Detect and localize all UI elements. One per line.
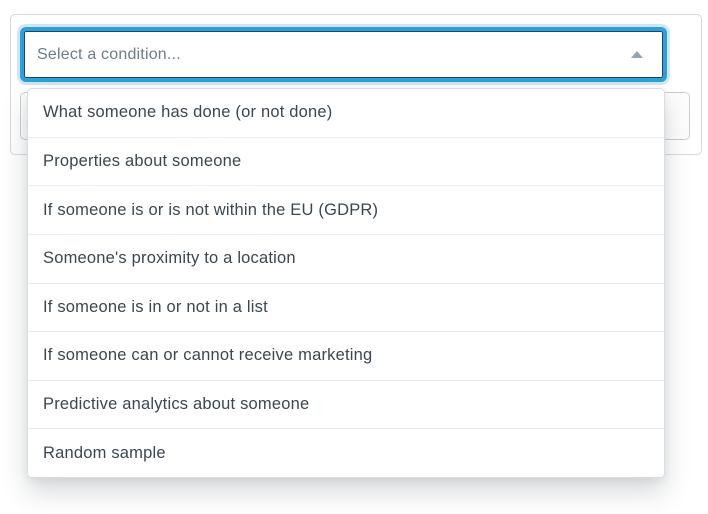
option-random-sample[interactable]: Random sample <box>28 428 664 477</box>
caret-up-icon <box>631 51 643 58</box>
option-predictive-analytics[interactable]: Predictive analytics about someone <box>28 379 664 429</box>
option-can-receive-marketing[interactable]: If someone can or cannot receive marketi… <box>28 331 664 380</box>
option-in-or-not-in-list[interactable]: If someone is in or not in a list <box>28 282 664 332</box>
condition-option-list: What someone has done (or not done) Prop… <box>28 89 664 477</box>
condition-select-placeholder: Select a condition... <box>37 45 181 63</box>
condition-dropdown-menu: What someone has done (or not done) Prop… <box>27 88 665 478</box>
option-what-someone-has-done[interactable]: What someone has done (or not done) <box>28 89 664 137</box>
condition-select[interactable]: Select a condition... <box>20 27 667 82</box>
option-proximity-to-location[interactable]: Someone's proximity to a location <box>28 233 664 283</box>
option-eu-gdpr[interactable]: If someone is or is not within the EU (G… <box>28 185 664 234</box>
option-properties-about-someone[interactable]: Properties about someone <box>28 136 664 186</box>
